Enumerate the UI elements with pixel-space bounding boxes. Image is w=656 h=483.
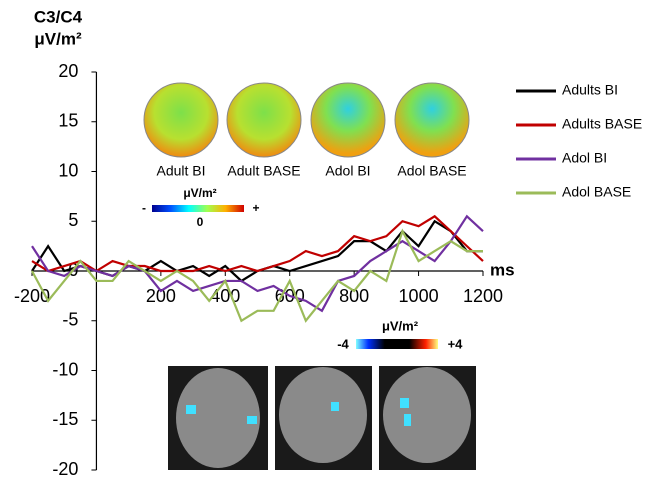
topomap [227,83,301,157]
colorbar-label: -4 [337,336,349,351]
colorbar-label: +4 [448,336,464,351]
topomap-label: Adol BI [325,163,370,179]
topomap [144,83,218,157]
x-tick-label: 400 [210,286,240,306]
y-tick-label: 10 [58,160,78,180]
x-tick-label: 800 [339,286,369,306]
activation [400,398,409,408]
y-tick-label: 20 [58,61,78,81]
legend-label: Adol BI [562,150,607,166]
activation [186,405,196,414]
y-tick-label: -15 [52,409,78,429]
activation [331,402,339,411]
colorbar-label: - [142,201,146,215]
activation [247,416,257,424]
y-tick-label: -10 [52,359,78,379]
activation [404,414,411,426]
brain-image [279,367,367,463]
y-tick-label: 15 [58,111,78,131]
brain-slices: μV/m² -4 +4 [168,318,476,470]
x-axis-title: ms [490,260,515,279]
x-tick-label: 1000 [399,286,439,306]
colorbar-title: μV/m² [382,318,419,333]
brain-image [383,367,471,463]
topomap [395,83,469,157]
topomap-label: Adult BI [156,163,205,179]
colorbar [152,205,244,212]
legend-label: Adults BI [562,82,618,98]
colorbar-label: + [252,201,259,215]
colorbar-title: μV/m² [183,186,216,200]
y-tick-label: -20 [52,459,78,478]
topomap-label: Adult BASE [227,163,300,179]
topomaps: Adult BI Adult BASE Adol BI Adol BASE μV… [142,83,469,229]
y-tick-label: 5 [68,210,78,230]
y-axis-title: C3/C4 [34,7,83,26]
topomap-label: Adol BASE [397,163,466,179]
x-tick-label: 200 [146,286,176,306]
topomap [311,83,385,157]
chart: -20-15-10-505101520-20020040060080010001… [0,0,656,478]
x-tick-label: 1200 [463,286,503,306]
colorbar [356,339,438,349]
y-axis-title: μV/m² [34,29,82,48]
legend-label: Adol BASE [562,184,631,200]
colorbar-label: 0 [197,215,204,229]
legend-label: Adults BASE [562,116,642,132]
y-tick-label: -5 [62,310,78,330]
